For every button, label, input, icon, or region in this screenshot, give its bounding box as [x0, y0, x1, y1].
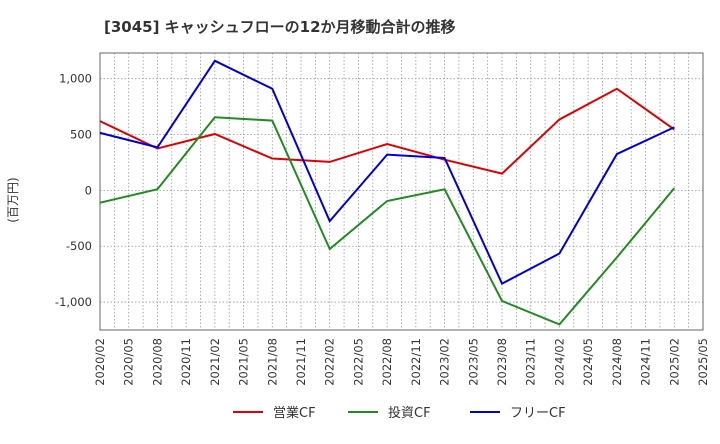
x-tick-label: 2025/05 [696, 338, 710, 386]
x-tick-label: 2023/05 [466, 338, 480, 386]
x-tick-label: 2023/02 [438, 338, 452, 386]
x-tick-label: 2022/05 [351, 338, 365, 386]
x-tick-label: 2021/02 [208, 338, 222, 386]
x-tick-label: 2021/08 [265, 338, 279, 386]
x-tick-label: 2024/02 [552, 338, 566, 386]
x-tick-label: 2021/05 [237, 338, 251, 386]
y-tick-label: 500 [70, 128, 92, 142]
x-tick-label: 2020/11 [179, 338, 193, 386]
x-tick-label: 2022/08 [380, 338, 394, 386]
legend: 営業CF 投資CF フリーCF [233, 405, 566, 421]
legend-label: 投資CF [388, 405, 431, 421]
legend-label: フリーCF [510, 406, 566, 421]
legend-label: 営業CF [273, 405, 316, 421]
x-tick-label: 2024/11 [639, 338, 653, 386]
x-tick-label: 2025/02 [667, 338, 681, 386]
y-tick-label: -500 [66, 239, 92, 253]
x-tick-label: 2021/11 [294, 338, 308, 386]
x-tick-label: 2020/05 [122, 338, 136, 386]
x-tick-label: 2023/11 [524, 338, 538, 386]
x-tick-label: 2020/02 [93, 338, 107, 386]
x-tick-label: 2022/02 [323, 338, 337, 386]
x-tick-label: 2023/08 [495, 338, 509, 386]
x-tick-label: 2024/05 [581, 338, 595, 386]
y-tick-label: -1,000 [55, 295, 92, 309]
plot-area: 1,000 500 0 -500 -1,000 2020/02 2020/05 2020/08… [55, 53, 710, 386]
x-tick-label: 2020/08 [150, 338, 164, 386]
y-axis-label: (百万円) [6, 177, 20, 222]
y-tick-label: 1,000 [59, 72, 92, 86]
chart-title: [3045] キャッシュフローの12か月移動合計の推移 [104, 18, 456, 36]
y-tick-label: 0 [85, 183, 92, 197]
x-tick-label: 2022/11 [409, 338, 423, 386]
x-tick-label: 2024/08 [610, 338, 624, 386]
